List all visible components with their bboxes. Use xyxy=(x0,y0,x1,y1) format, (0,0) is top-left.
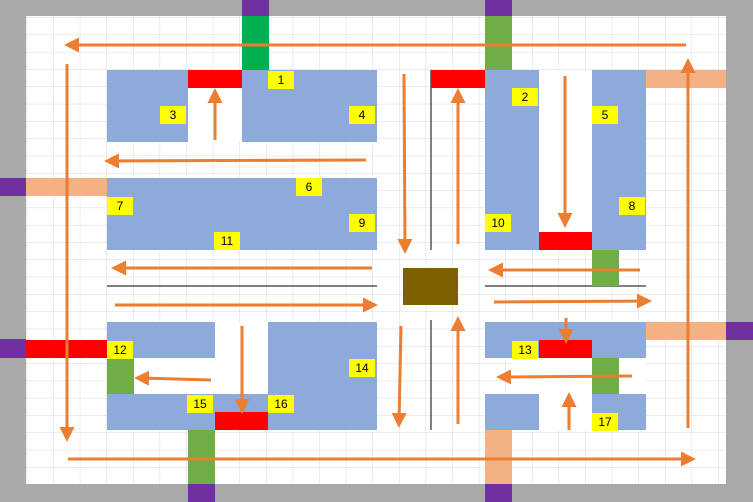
green-door-bottom xyxy=(188,430,215,484)
aisle-bottom-left-b xyxy=(134,358,215,394)
label-11: 11 xyxy=(214,232,240,250)
label-1: 1 xyxy=(268,71,294,89)
red-door-13 xyxy=(539,340,592,358)
purple-entry-left-bottom xyxy=(0,340,26,358)
label-2: 2 xyxy=(512,88,538,106)
label-9: 9 xyxy=(349,214,375,232)
label-3: 3 xyxy=(160,106,186,124)
label-13: 13 xyxy=(512,341,538,359)
purple-entry-left-top xyxy=(0,178,26,196)
peach-door-right xyxy=(646,322,726,340)
label-8: 8 xyxy=(619,197,645,215)
green-door-left xyxy=(107,358,134,394)
label-14: 14 xyxy=(349,359,375,377)
peach-door-top-right xyxy=(646,70,726,88)
flow-arrow-mid-right-2 xyxy=(493,293,652,309)
red-door-1 xyxy=(188,70,242,88)
red-door-2 xyxy=(431,70,485,88)
red-door-16 xyxy=(215,412,268,430)
peach-door-bottom xyxy=(485,430,512,484)
block-5-8 xyxy=(592,70,646,250)
purple-entry-bottom-left xyxy=(188,484,215,502)
label-5: 5 xyxy=(592,106,618,124)
label-17: 17 xyxy=(592,413,618,431)
green-door-top-right xyxy=(485,16,512,70)
flow-arrow-down-5 xyxy=(391,325,407,428)
flow-arrow-down-1 xyxy=(397,73,413,254)
purple-entry-top-right xyxy=(485,0,512,16)
label-4: 4 xyxy=(349,106,375,124)
green-door-right-a xyxy=(592,250,619,286)
flow-arrow-left-8 xyxy=(496,369,633,385)
block-6-7-9-11 xyxy=(107,178,377,250)
label-7: 7 xyxy=(107,197,133,215)
flow-arrow-mid-left-1 xyxy=(104,153,367,169)
bright-green-door-top xyxy=(242,16,269,70)
label-10: 10 xyxy=(485,214,511,232)
label-12: 12 xyxy=(107,341,133,359)
label-6: 6 xyxy=(296,178,322,196)
aisle-bottom-right-b xyxy=(539,394,592,430)
purple-entry-top-left xyxy=(242,0,269,16)
purple-entry-bottom-right xyxy=(485,484,512,502)
flow-arrow-left-4 xyxy=(134,370,212,386)
red-door-10 xyxy=(539,232,592,250)
flow-arrows xyxy=(59,37,696,467)
center-hub xyxy=(403,268,458,305)
label-15: 15 xyxy=(187,395,213,413)
purple-entry-right-top xyxy=(726,322,753,340)
label-16: 16 xyxy=(268,395,294,413)
